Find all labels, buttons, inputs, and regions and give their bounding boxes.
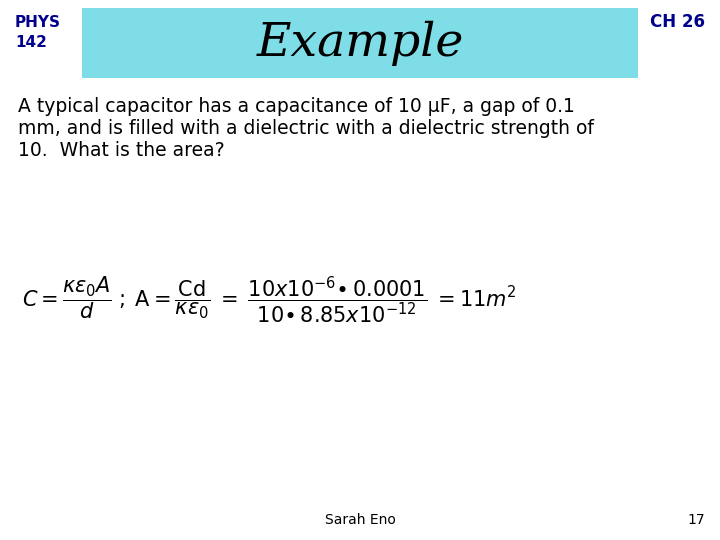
Text: Sarah Eno: Sarah Eno bbox=[325, 513, 395, 527]
Text: Example: Example bbox=[256, 21, 464, 66]
Text: $C = \dfrac{\kappa\varepsilon_{0} A}{d}$$\;;\;$$\mathrm{A=}\dfrac{\mathrm{Cd}}{\: $C = \dfrac{\kappa\varepsilon_{0} A}{d}$… bbox=[22, 274, 517, 326]
Text: mm, and is filled with a dielectric with a dielectric strength of: mm, and is filled with a dielectric with… bbox=[18, 119, 594, 138]
FancyBboxPatch shape bbox=[82, 8, 638, 78]
Text: 10.  What is the area?: 10. What is the area? bbox=[18, 141, 225, 160]
Text: PHYS
142: PHYS 142 bbox=[15, 15, 61, 50]
Text: CH 26: CH 26 bbox=[650, 13, 705, 31]
Text: A typical capacitor has a capacitance of 10 μF, a gap of 0.1: A typical capacitor has a capacitance of… bbox=[18, 97, 575, 116]
Text: 17: 17 bbox=[688, 513, 705, 527]
